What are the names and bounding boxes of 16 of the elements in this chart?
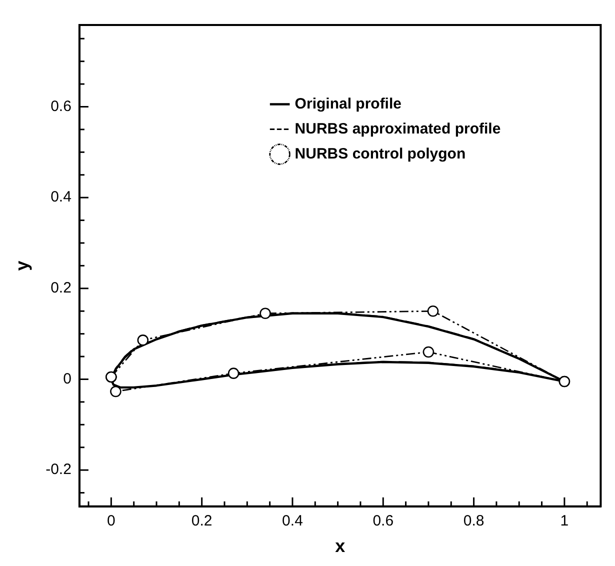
x-tick-label: 0.2 — [191, 512, 212, 530]
x-tick-label: 1 — [560, 512, 569, 530]
y-tick-label: -0.2 — [46, 461, 72, 478]
y-tick-label: 0.2 — [50, 280, 72, 297]
y-axis-title: y — [12, 260, 32, 271]
y-tick-label: 0.4 — [50, 188, 72, 206]
y-tick-label: 0 — [63, 370, 72, 388]
x-tick-label: 0.4 — [282, 512, 303, 530]
x-tick-label: 0.8 — [463, 512, 484, 530]
x-axis-title: x — [335, 536, 346, 556]
legend-label: NURBS control polygon — [294, 145, 466, 162]
legend-label: NURBS approximated profile — [294, 120, 501, 138]
legend-label: Original profile — [294, 95, 402, 112]
x-tick-label: 0.6 — [372, 512, 394, 530]
x-tick-label: 0 — [107, 512, 116, 530]
y-tick-label: 0.6 — [50, 98, 72, 115]
